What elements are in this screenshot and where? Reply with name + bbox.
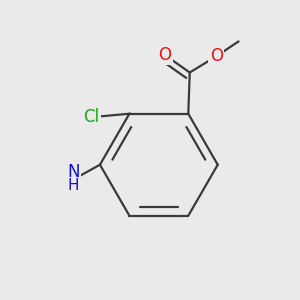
Text: O: O — [210, 47, 223, 65]
Text: H: H — [68, 178, 79, 193]
Text: N: N — [67, 163, 80, 181]
Text: O: O — [158, 46, 171, 64]
Text: Cl: Cl — [83, 108, 99, 126]
